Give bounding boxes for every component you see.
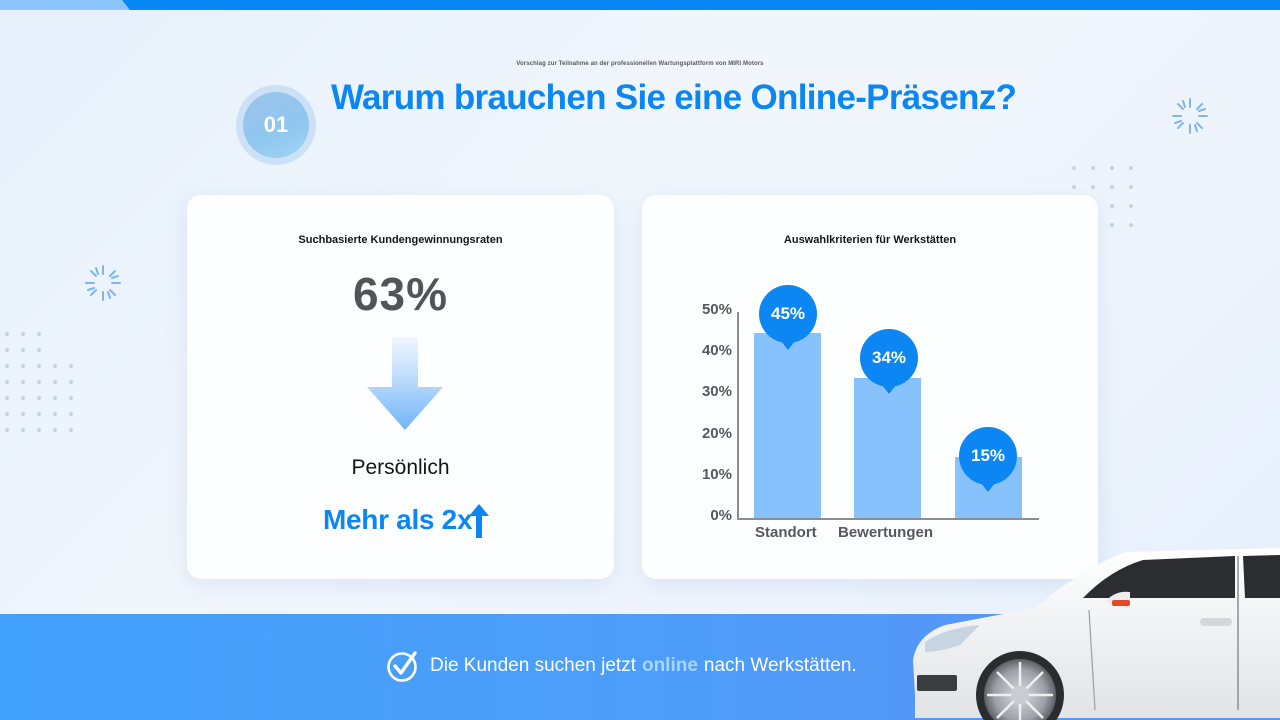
section-number: 01 bbox=[243, 92, 309, 158]
x-axis bbox=[737, 518, 1039, 520]
bar-standort bbox=[754, 333, 821, 518]
up-arrow-icon bbox=[469, 504, 490, 538]
check-circle-icon bbox=[387, 651, 417, 682]
sparkle-burst-icon bbox=[85, 265, 121, 301]
footer-text-end: nach Werkstätten. bbox=[703, 655, 857, 676]
bar-chart: 50% 40% 30% 20% 10% 0% 45% 34% 15% Stand… bbox=[642, 195, 1098, 579]
bar-bewertungen bbox=[854, 378, 921, 518]
footer-highlight: online bbox=[641, 655, 698, 676]
growth-text: Mehr als 2x bbox=[323, 504, 473, 535]
decorative-dot-grid bbox=[1072, 166, 1133, 227]
decorative-dot-grid bbox=[5, 332, 73, 432]
y-tick-label: 40% bbox=[701, 342, 732, 359]
section-number-badge: 01 bbox=[236, 85, 316, 165]
car-illustration bbox=[913, 548, 1280, 720]
comparison-label: Persönlich bbox=[351, 456, 450, 479]
y-tick-label: 10% bbox=[701, 466, 732, 483]
slide-subtitle: Vorschlag zur Teilnahme an der professio… bbox=[516, 61, 764, 67]
top-accent-bar-light bbox=[0, 0, 140, 10]
x-category-label: Bewertungen bbox=[838, 524, 934, 541]
y-tick-label: 30% bbox=[701, 383, 732, 400]
x-category-label: Standort bbox=[755, 524, 817, 541]
card-heading: Suchbasierte Kundengewinnungsraten bbox=[298, 234, 503, 246]
footer-message: Die Kunden suchen jetzt online nach Werk… bbox=[386, 649, 857, 683]
customer-acquisition-card: Suchbasierte Kundengewinnungsraten 63% P… bbox=[187, 195, 614, 579]
growth-emphasis: Mehr als 2x bbox=[323, 501, 490, 539]
value-label-bubble: 15% bbox=[959, 427, 1017, 485]
value-label-bubble: 45% bbox=[759, 285, 817, 343]
slide-title: Warum brauchen Sie eine Online-Präsenz? bbox=[331, 78, 1017, 117]
statistic-value: 63% bbox=[352, 268, 449, 320]
sparkle-burst-icon bbox=[1172, 98, 1208, 134]
value-label-bubble: 34% bbox=[860, 329, 918, 387]
y-axis bbox=[737, 312, 739, 519]
y-tick-label: 0% bbox=[710, 507, 732, 524]
top-accent-bar bbox=[122, 0, 1280, 10]
chart-title: Auswahlkriterien für Werkstätten bbox=[783, 234, 957, 246]
selection-criteria-card: Auswahlkriterien für Werkstätten 50% 40%… bbox=[642, 195, 1098, 579]
y-tick-label: 20% bbox=[701, 425, 732, 442]
down-arrow-icon bbox=[367, 337, 443, 430]
footer-text-start: Die Kunden suchen jetzt bbox=[430, 655, 636, 676]
y-tick-label: 50% bbox=[701, 301, 732, 318]
